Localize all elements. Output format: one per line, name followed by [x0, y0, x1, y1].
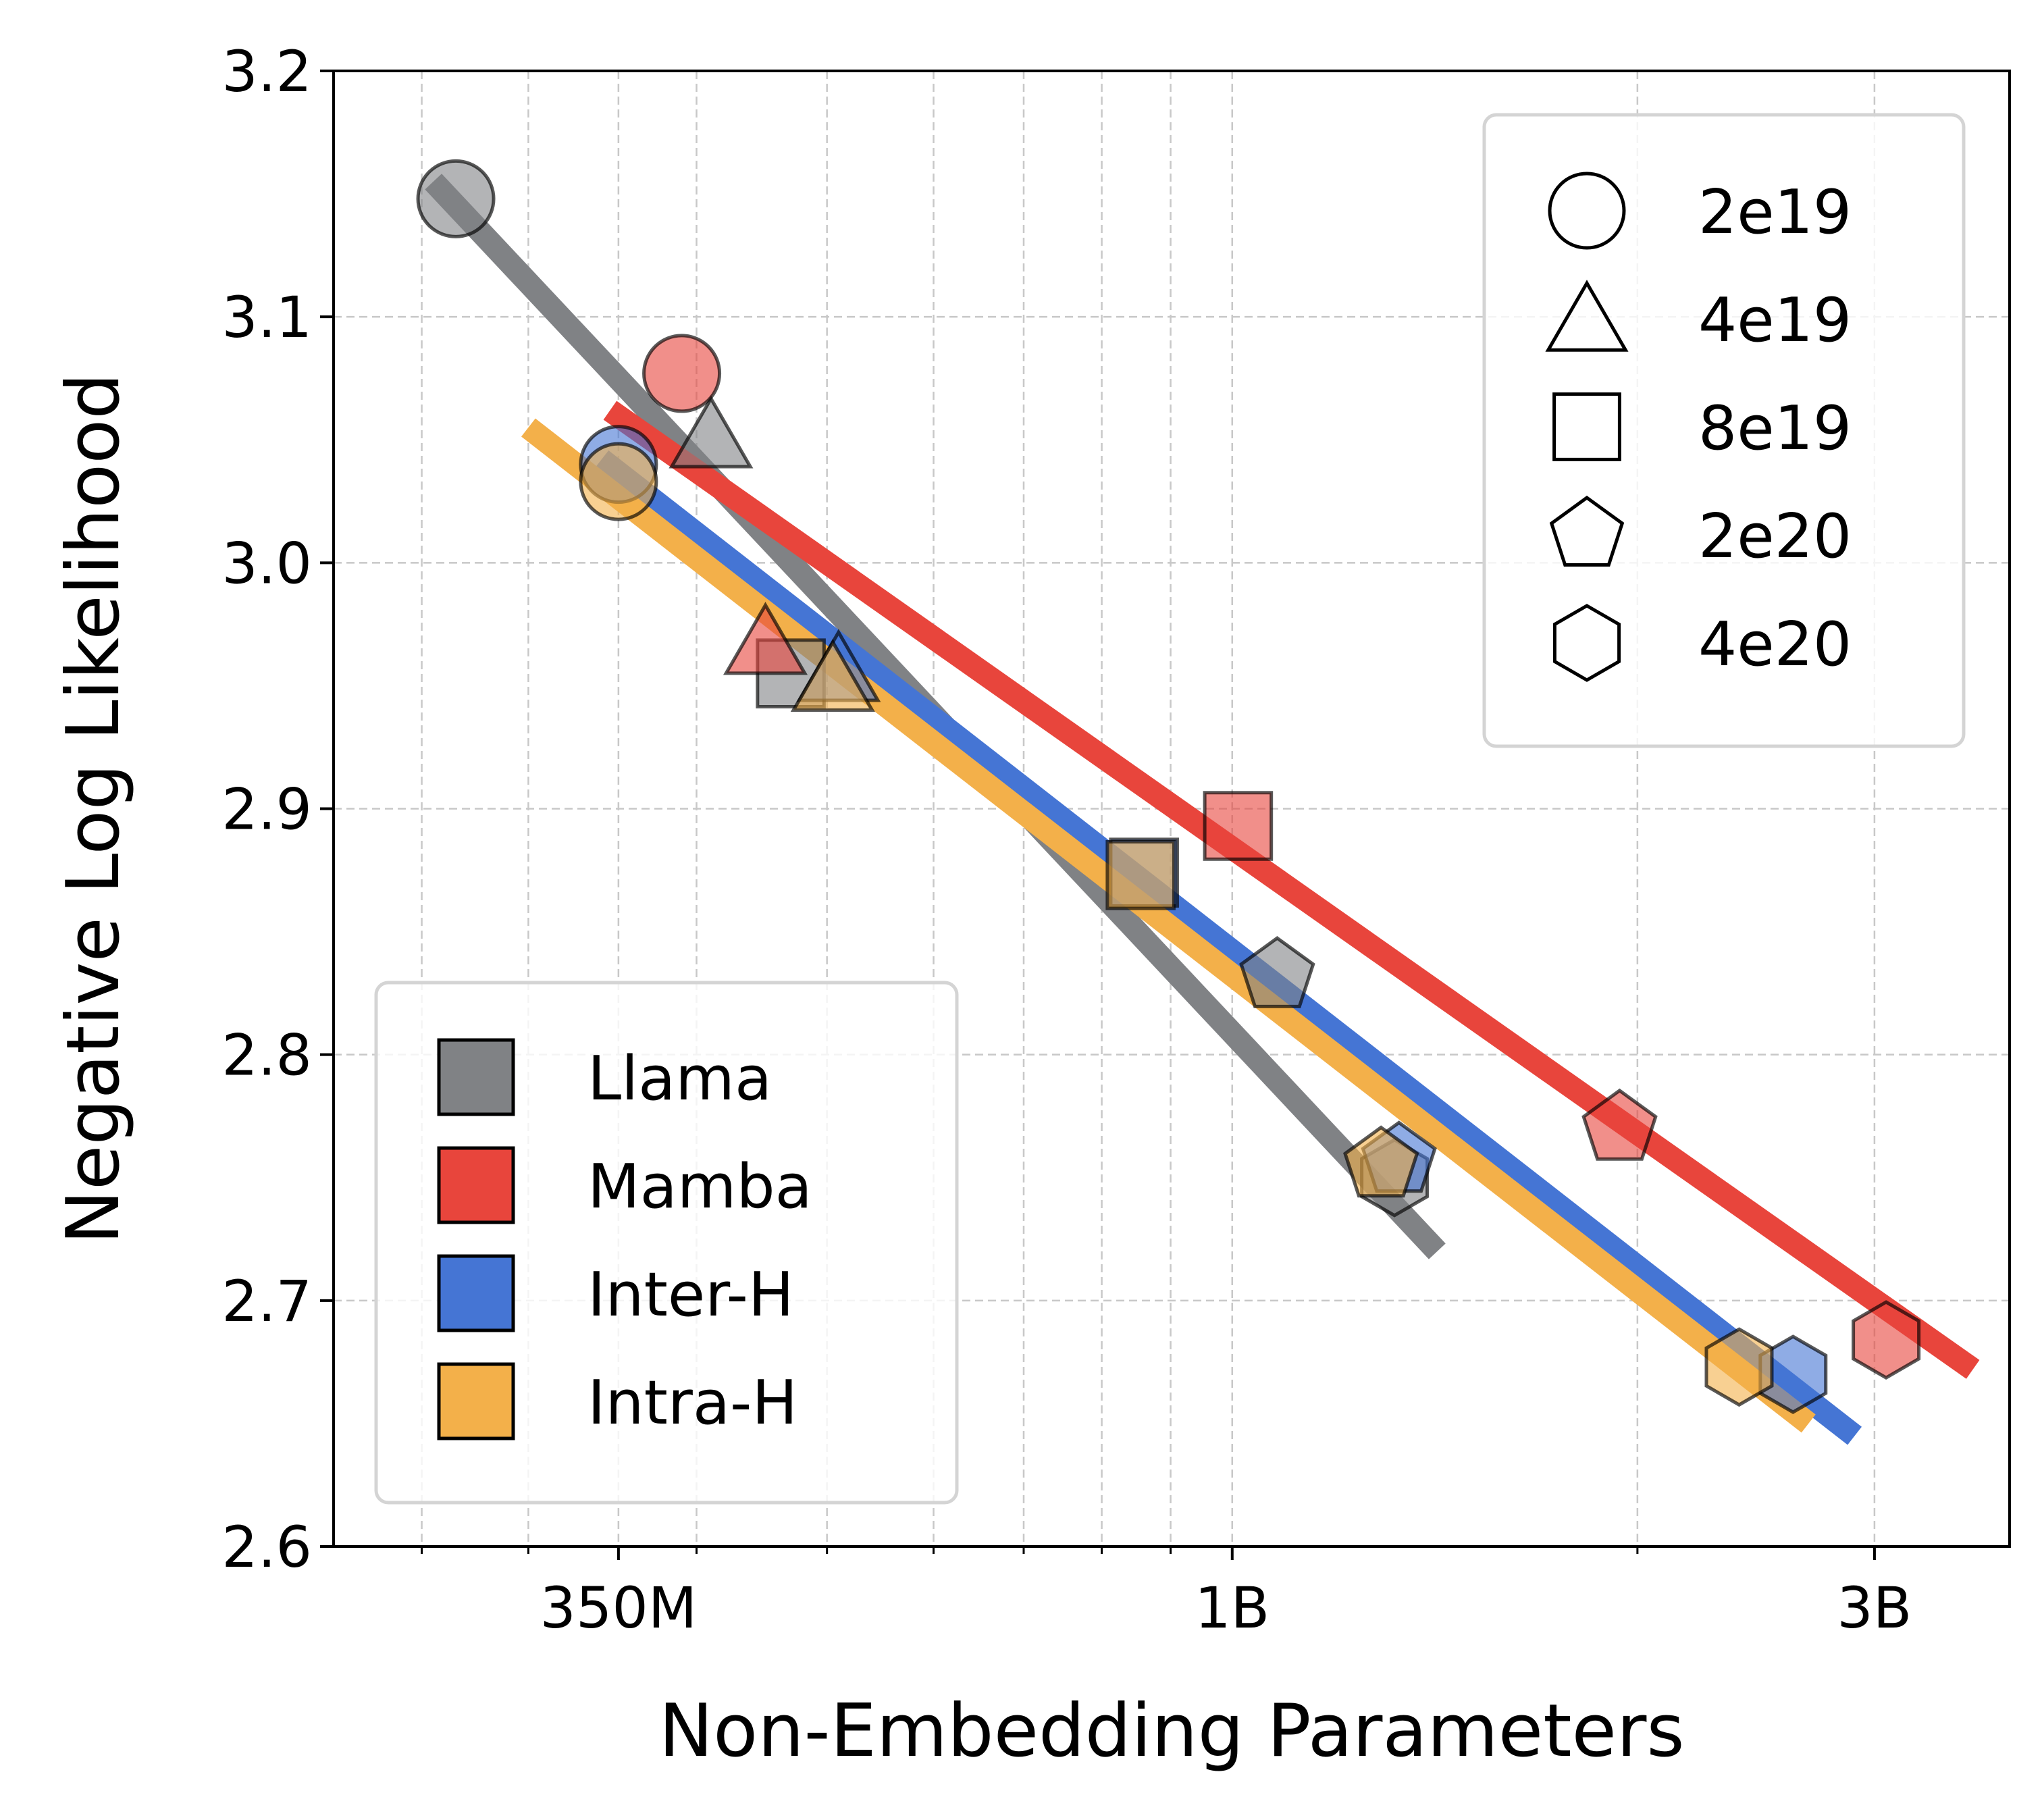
legend-swatch-inter-h	[437, 1254, 515, 1332]
fit-line-intra-h	[521, 418, 1816, 1433]
data-points	[416, 159, 1921, 1414]
point-mamba-4e20	[1852, 1300, 1921, 1380]
x-tick-label: 350M	[540, 1575, 697, 1641]
model-legend-label: Inter-H	[587, 1259, 794, 1330]
fit-lines	[425, 174, 1980, 1445]
fit-line-inter-h	[594, 450, 1862, 1445]
budget-legend-label: 4e19	[1698, 285, 1852, 356]
y-tick-label: 3.1	[221, 284, 312, 350]
budget-legend: 2e19 4e19 8e19 2e20 4e20	[1482, 113, 1966, 748]
point-mamba-2e20	[1581, 1088, 1658, 1161]
y-axis-title: Negative Log Likelihood	[51, 373, 136, 1245]
point-intra-h-2e19	[579, 442, 658, 521]
axis-ticks: 2.6 2.7 2.8 2.9 3.0 3.1 3.2 350M 1B 3B	[221, 38, 1912, 1641]
point-mamba-8e19	[1203, 791, 1274, 861]
y-tick-label: 2.7	[221, 1268, 312, 1334]
model-legend-label: Llama	[587, 1043, 772, 1114]
point-intra-h-4e20	[1704, 1327, 1774, 1407]
x-axis-title: Non-Embedding Parameters	[658, 1689, 1684, 1773]
legend-marker-8e19	[1552, 392, 1621, 461]
y-tick-label: 3.2	[221, 38, 312, 105]
budget-legend-label: 8e19	[1698, 393, 1852, 464]
legend-marker-2e20	[1549, 495, 1625, 567]
budget-legend-label: 4e20	[1698, 609, 1852, 680]
point-llama-4e19	[669, 395, 754, 469]
point-mamba-2e19	[642, 334, 722, 413]
point-intra-h-8e19	[1105, 840, 1176, 910]
legend-swatch-mamba	[437, 1146, 515, 1224]
model-legend-frame	[374, 981, 959, 1505]
legend-swatch-llama	[437, 1038, 515, 1116]
model-legend: Llama Mamba Inter-H Intra-H	[374, 981, 959, 1505]
legend-marker-4e20	[1552, 604, 1621, 682]
y-tick-label: 2.6	[221, 1514, 312, 1580]
point-intra-h-2e20	[1343, 1125, 1419, 1198]
point-llama-2e20	[1239, 936, 1315, 1008]
y-tick-label: 2.8	[221, 1022, 312, 1089]
y-tick-label: 2.9	[221, 777, 312, 843]
model-legend-label: Mamba	[587, 1151, 812, 1222]
budget-legend-label: 2e20	[1698, 501, 1852, 572]
fit-line-mamba	[603, 400, 1980, 1379]
budget-legend-frame	[1482, 113, 1966, 748]
point-mamba-4e19	[723, 602, 808, 675]
budget-legend-label: 2e19	[1698, 177, 1852, 248]
legend-swatch-intra-h	[437, 1362, 515, 1440]
grid	[334, 71, 2010, 1546]
point-llama-2e19	[416, 159, 496, 238]
x-tick-label: 3B	[1837, 1575, 1912, 1641]
legend-marker-2e19	[1548, 172, 1626, 250]
model-legend-label: Intra-H	[587, 1368, 797, 1438]
x-tick-label: 1B	[1195, 1575, 1269, 1641]
point-intra-h-4e19	[790, 638, 875, 712]
legend-marker-4e19	[1545, 280, 1629, 352]
y-tick-label: 3.0	[221, 530, 312, 596]
